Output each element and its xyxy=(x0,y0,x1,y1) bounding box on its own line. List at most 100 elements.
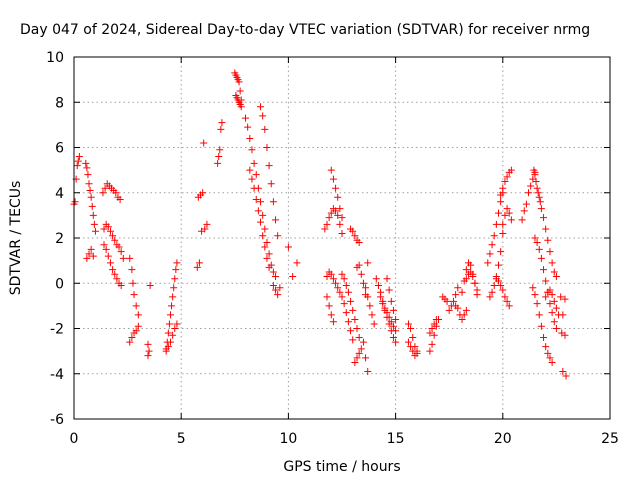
data-point xyxy=(338,293,346,301)
series-seg07 xyxy=(126,254,142,319)
data-point xyxy=(540,334,548,342)
series-seg46 xyxy=(497,166,515,199)
data-point xyxy=(71,198,79,206)
data-point xyxy=(533,184,541,192)
x-tick-label: 25 xyxy=(601,431,619,447)
data-point xyxy=(546,354,554,362)
data-point xyxy=(336,205,344,213)
y-tick-label: -4 xyxy=(50,367,64,383)
data-point xyxy=(101,184,109,192)
data-point xyxy=(257,218,265,226)
series-seg30 xyxy=(362,284,378,328)
data-point xyxy=(374,282,382,290)
data-point xyxy=(497,282,505,290)
grid-lines xyxy=(74,57,610,419)
series-seg20 xyxy=(269,282,284,299)
data-point xyxy=(409,334,417,342)
data-point xyxy=(274,291,282,299)
data-point xyxy=(87,193,95,201)
data-point xyxy=(362,284,370,292)
data-point xyxy=(87,245,95,253)
data-point xyxy=(413,347,421,355)
data-point xyxy=(263,254,271,262)
data-point xyxy=(269,198,277,206)
data-point xyxy=(531,234,539,242)
data-point xyxy=(218,119,226,127)
x-tick-label: 10 xyxy=(279,431,297,447)
data-point xyxy=(246,134,254,142)
data-point xyxy=(263,239,271,247)
data-point xyxy=(272,272,280,280)
data-point xyxy=(193,263,201,271)
y-tick-label: 4 xyxy=(55,186,64,202)
data-point xyxy=(430,331,438,339)
data-point xyxy=(129,279,137,287)
data-point xyxy=(428,340,436,348)
data-point xyxy=(531,171,539,179)
data-point xyxy=(355,334,363,342)
data-point xyxy=(132,302,140,310)
data-point xyxy=(75,153,83,161)
data-point xyxy=(171,325,179,332)
y-tick-label: 10 xyxy=(46,50,64,66)
data-point xyxy=(507,216,515,224)
data-point xyxy=(531,291,539,299)
chart-title: Day 047 of 2024, Sidereal Day-to-day VTE… xyxy=(20,22,590,38)
data-point xyxy=(495,261,503,269)
data-point xyxy=(351,358,359,366)
data-point xyxy=(242,114,250,122)
data-point xyxy=(443,297,451,305)
series-seg45 xyxy=(492,275,513,310)
data-point xyxy=(535,311,543,319)
data-point xyxy=(404,320,412,328)
data-point xyxy=(561,295,569,303)
data-point xyxy=(559,367,567,375)
data-point xyxy=(372,275,380,283)
data-point xyxy=(364,259,372,267)
data-point xyxy=(535,245,543,253)
data-point xyxy=(495,277,503,285)
data-point xyxy=(501,177,509,185)
data-point xyxy=(501,211,509,219)
data-point xyxy=(323,220,331,228)
series-seg38 xyxy=(445,284,462,314)
data-point xyxy=(559,311,567,319)
y-axis-ticks: -6 -4 -2 0 2 4 6 8 10 xyxy=(46,50,610,428)
data-point xyxy=(334,211,342,219)
data-point xyxy=(117,248,125,256)
data-point xyxy=(323,293,331,301)
data-point xyxy=(503,297,511,305)
data-point xyxy=(486,293,494,301)
data-point xyxy=(173,259,181,267)
data-point xyxy=(144,340,152,348)
data-point xyxy=(259,112,267,120)
data-point xyxy=(340,300,348,308)
data-point xyxy=(533,239,541,247)
data-point xyxy=(462,306,470,314)
data-point xyxy=(548,291,556,299)
data-point xyxy=(263,144,271,151)
data-point xyxy=(411,352,419,360)
data-point xyxy=(119,254,127,262)
data-point xyxy=(195,259,203,267)
series-seg13 xyxy=(194,139,208,201)
data-point xyxy=(460,311,468,319)
series-seg05 xyxy=(100,220,127,262)
data-point xyxy=(467,268,475,276)
data-point xyxy=(267,180,275,188)
data-point xyxy=(126,338,134,346)
data-point xyxy=(462,275,470,283)
data-point xyxy=(389,322,397,330)
data-point xyxy=(562,372,570,380)
data-point xyxy=(104,223,112,231)
data-point xyxy=(389,306,397,314)
data-point xyxy=(130,291,138,299)
data-point xyxy=(349,227,357,235)
data-point xyxy=(272,286,280,294)
data-point xyxy=(269,268,277,276)
data-point xyxy=(272,216,280,224)
series-seg11 xyxy=(162,320,181,355)
data-point xyxy=(252,196,260,204)
data-point xyxy=(544,349,552,357)
data-point xyxy=(546,300,554,308)
